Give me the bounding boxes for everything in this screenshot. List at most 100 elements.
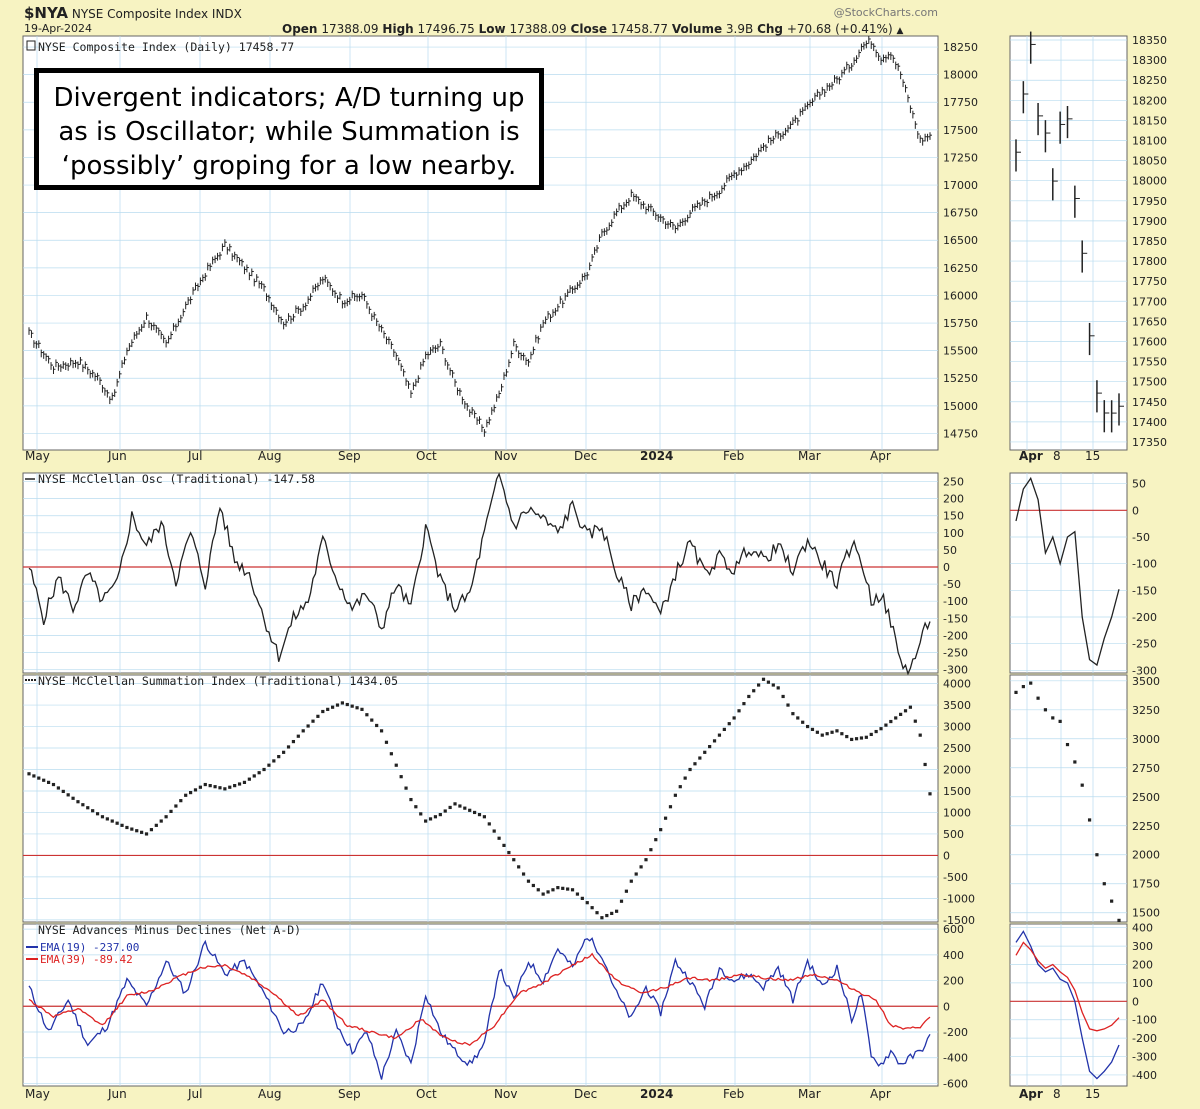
summation-point	[570, 888, 575, 892]
panel-3-0	[22, 923, 939, 1087]
summation-point	[360, 707, 364, 711]
y-tick-label: -250	[1132, 638, 1157, 651]
index-name: NYSE Composite Index	[71, 7, 209, 21]
summation-point	[595, 911, 599, 915]
y-tick-label: -200	[943, 1026, 968, 1039]
plot-area	[22, 674, 939, 923]
summation-point	[752, 689, 756, 693]
y-tick-label: 3500	[943, 699, 971, 712]
x-tick-label: Apr	[1019, 449, 1043, 463]
summation-point	[424, 819, 428, 823]
summation-point	[56, 786, 60, 790]
summation-point	[732, 716, 736, 720]
y-tick-label: 2250	[1132, 820, 1160, 833]
y-tick-label: 0	[943, 1000, 950, 1013]
x-tick-label: Nov	[494, 449, 517, 463]
up-arrow-icon: ▲	[896, 26, 904, 36]
summation-point	[282, 750, 286, 754]
summation-point	[928, 792, 932, 796]
summation-point	[91, 809, 95, 813]
summation-point	[316, 714, 320, 718]
summation-point	[747, 694, 751, 699]
low-value: 17388.09	[509, 22, 567, 36]
panel-0-1	[1009, 31, 1128, 451]
summation-point	[864, 735, 868, 739]
plot-area	[22, 472, 939, 674]
summation-point	[46, 780, 51, 784]
summation-point	[894, 716, 898, 720]
summation-point	[918, 733, 922, 737]
summation-point	[668, 805, 673, 809]
y-tick-label: 0	[943, 849, 950, 862]
summation-point	[179, 799, 183, 803]
y-tick-label: 17500	[943, 124, 978, 137]
summation-point	[649, 848, 653, 852]
close-value: 17458.77	[610, 22, 669, 36]
summation-point	[42, 778, 46, 782]
y-tick-label: 17750	[1132, 275, 1167, 288]
summation-point	[140, 830, 144, 834]
summation-point	[541, 892, 545, 896]
ema19-line	[28, 937, 931, 1080]
summation-point	[242, 780, 247, 784]
low-label: Low	[478, 22, 506, 36]
summation-point	[477, 813, 482, 817]
summation-point	[463, 806, 467, 810]
summation-point	[1102, 882, 1106, 886]
summation-point	[766, 680, 771, 684]
summation-point	[330, 705, 335, 709]
y-tick-label: 100	[1132, 977, 1153, 990]
y-tick-label: -400	[1132, 1069, 1157, 1082]
x-tick-label: Apr	[870, 1087, 891, 1101]
summation-point	[487, 822, 491, 826]
summation-point	[296, 734, 300, 738]
y-tick-label: 17000	[943, 179, 978, 192]
summation-point	[742, 702, 746, 706]
summation-point	[1065, 742, 1070, 747]
summation-point	[835, 729, 839, 733]
plot-area	[1009, 472, 1128, 674]
y-tick-label: -150	[1132, 584, 1157, 597]
summation-point	[174, 804, 178, 808]
y-tick-label: -300	[1132, 1051, 1157, 1064]
summation-point	[850, 737, 854, 742]
y-tick-label: -150	[943, 612, 968, 625]
summation-point	[291, 739, 296, 744]
y-tick-label: 16000	[943, 289, 978, 302]
summation-point	[414, 805, 418, 809]
y-tick-label: 18150	[1132, 114, 1167, 127]
summation-point	[776, 686, 780, 690]
summation-point	[1110, 899, 1114, 903]
y-tick-label: -200	[943, 629, 968, 642]
x-tick-label: Aug	[258, 1087, 281, 1101]
summation-point	[1029, 681, 1033, 685]
summation-point	[404, 786, 408, 790]
y-tick-label: -1000	[943, 892, 975, 905]
summation-point	[859, 736, 864, 740]
summation-point	[903, 709, 908, 713]
summation-point	[149, 828, 154, 832]
x-tick-label: Mar	[798, 449, 821, 463]
panel-1-0	[22, 472, 939, 676]
y-tick-label: 3000	[943, 721, 971, 734]
summation-point	[301, 729, 305, 733]
annotation-line-3: ‘possibly’ groping for a low nearby.	[61, 151, 517, 181]
y-tick-label: 600	[943, 923, 964, 936]
summation-point	[76, 800, 80, 804]
x-tick-label: Sep	[338, 449, 361, 463]
summation-point	[634, 872, 638, 876]
summation-point	[825, 732, 829, 736]
y-tick-label: 18000	[943, 69, 978, 82]
y-tick-label: 18000	[1132, 175, 1167, 188]
y-tick-label: 18300	[1132, 54, 1167, 67]
y-tick-label: 0	[943, 561, 950, 574]
x-tick-label: 8	[1053, 1087, 1061, 1101]
summation-point	[399, 775, 403, 779]
summation-point	[468, 808, 472, 812]
summation-point	[605, 913, 609, 918]
volume-label: Volume	[671, 22, 723, 36]
y-tick-label: 17800	[1132, 255, 1167, 268]
summation-point	[345, 702, 349, 707]
summation-point	[188, 790, 193, 795]
y-tick-label: 17650	[1132, 315, 1167, 328]
